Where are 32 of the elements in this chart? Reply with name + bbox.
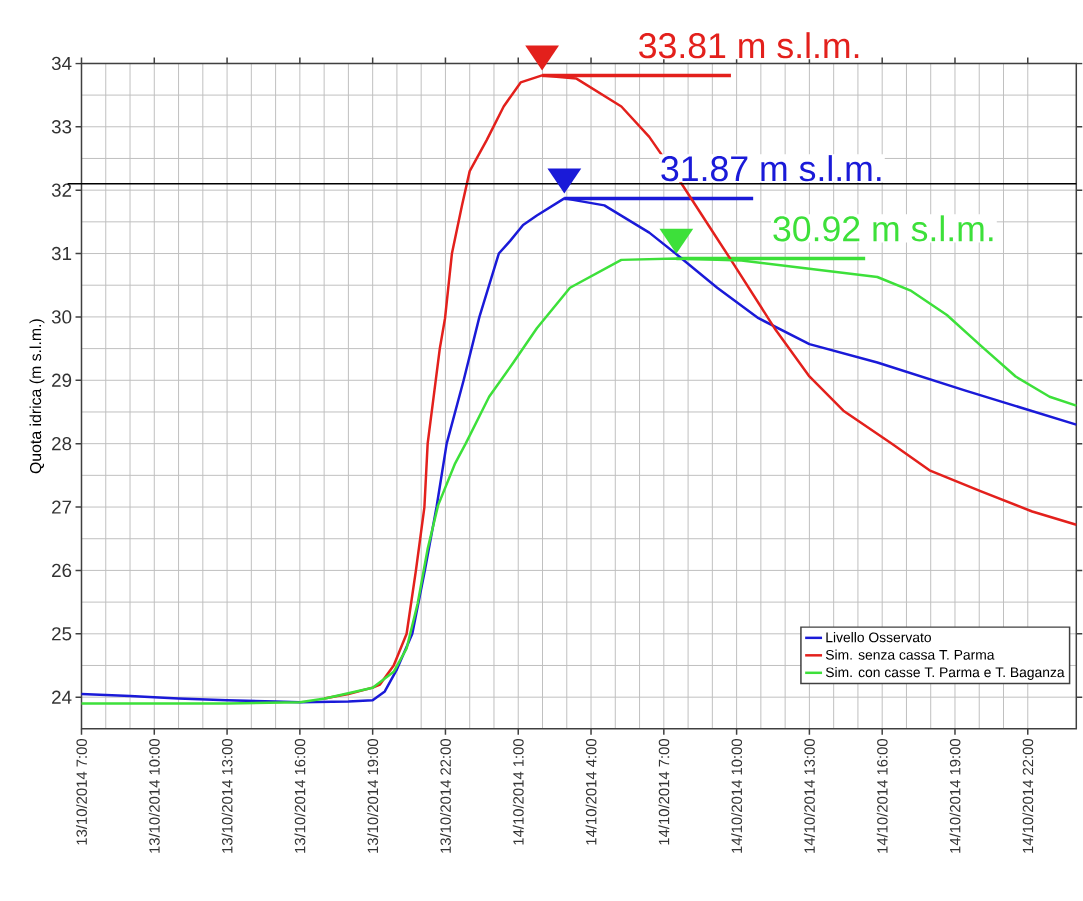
y-tick-label: 28 [52,436,72,451]
y-tick-label: 32 [51,183,72,197]
x-tick-label: 14/10/2014 4:00 [585,738,597,845]
y-tick-label: 24 [52,690,72,704]
legend-label: Sim. con casse T. Parma e T. Baganza [825,666,1065,680]
y-tick-label: 34 [51,56,72,70]
y-tick-label: 33 [51,119,72,134]
y-tick-label: 25 [52,626,72,641]
x-tick-label: 13/10/2014 22:00 [440,738,451,853]
x-tick-label: 14/10/2014 19:00 [949,738,961,853]
x-tick-label: 14/10/2014 7:00 [658,738,670,845]
y-tick-label: 29 [52,373,72,387]
y-tick-label: 30 [51,310,72,324]
x-tick-label: 13/10/2014 7:00 [76,738,87,845]
x-tick-label: 14/10/2014 10:00 [731,738,743,853]
y-axis-title: Quota idrica (m s.l.m.) [29,319,45,474]
y-tick-label: 27 [52,500,72,514]
y-tick-label: 31 [51,246,72,260]
x-tick-label: 13/10/2014 16:00 [294,738,306,853]
legend-label: Sim. senza cassa T. Parma [825,649,995,660]
x-tick-label: 14/10/2014 22:00 [1022,738,1034,853]
x-tick-label: 14/10/2014 13:00 [803,738,815,853]
annotation: 31.87 m s.l.m. [661,154,881,182]
x-tick-label: 14/10/2014 16:00 [876,738,888,853]
x-tick-label: 13/10/2014 19:00 [367,738,379,853]
x-tick-label: 13/10/2014 10:00 [148,738,160,853]
x-tick-label: 13/10/2014 13:00 [221,738,233,853]
annotation: 30.92 m s.l.m. [773,215,993,242]
annotation: 33.81 m s.l.m. [639,31,859,59]
x-tick-label: 14/10/2014 1:00 [512,738,524,845]
legend-label: Livello Osservato [826,631,931,643]
y-tick-label: 26 [52,563,72,577]
